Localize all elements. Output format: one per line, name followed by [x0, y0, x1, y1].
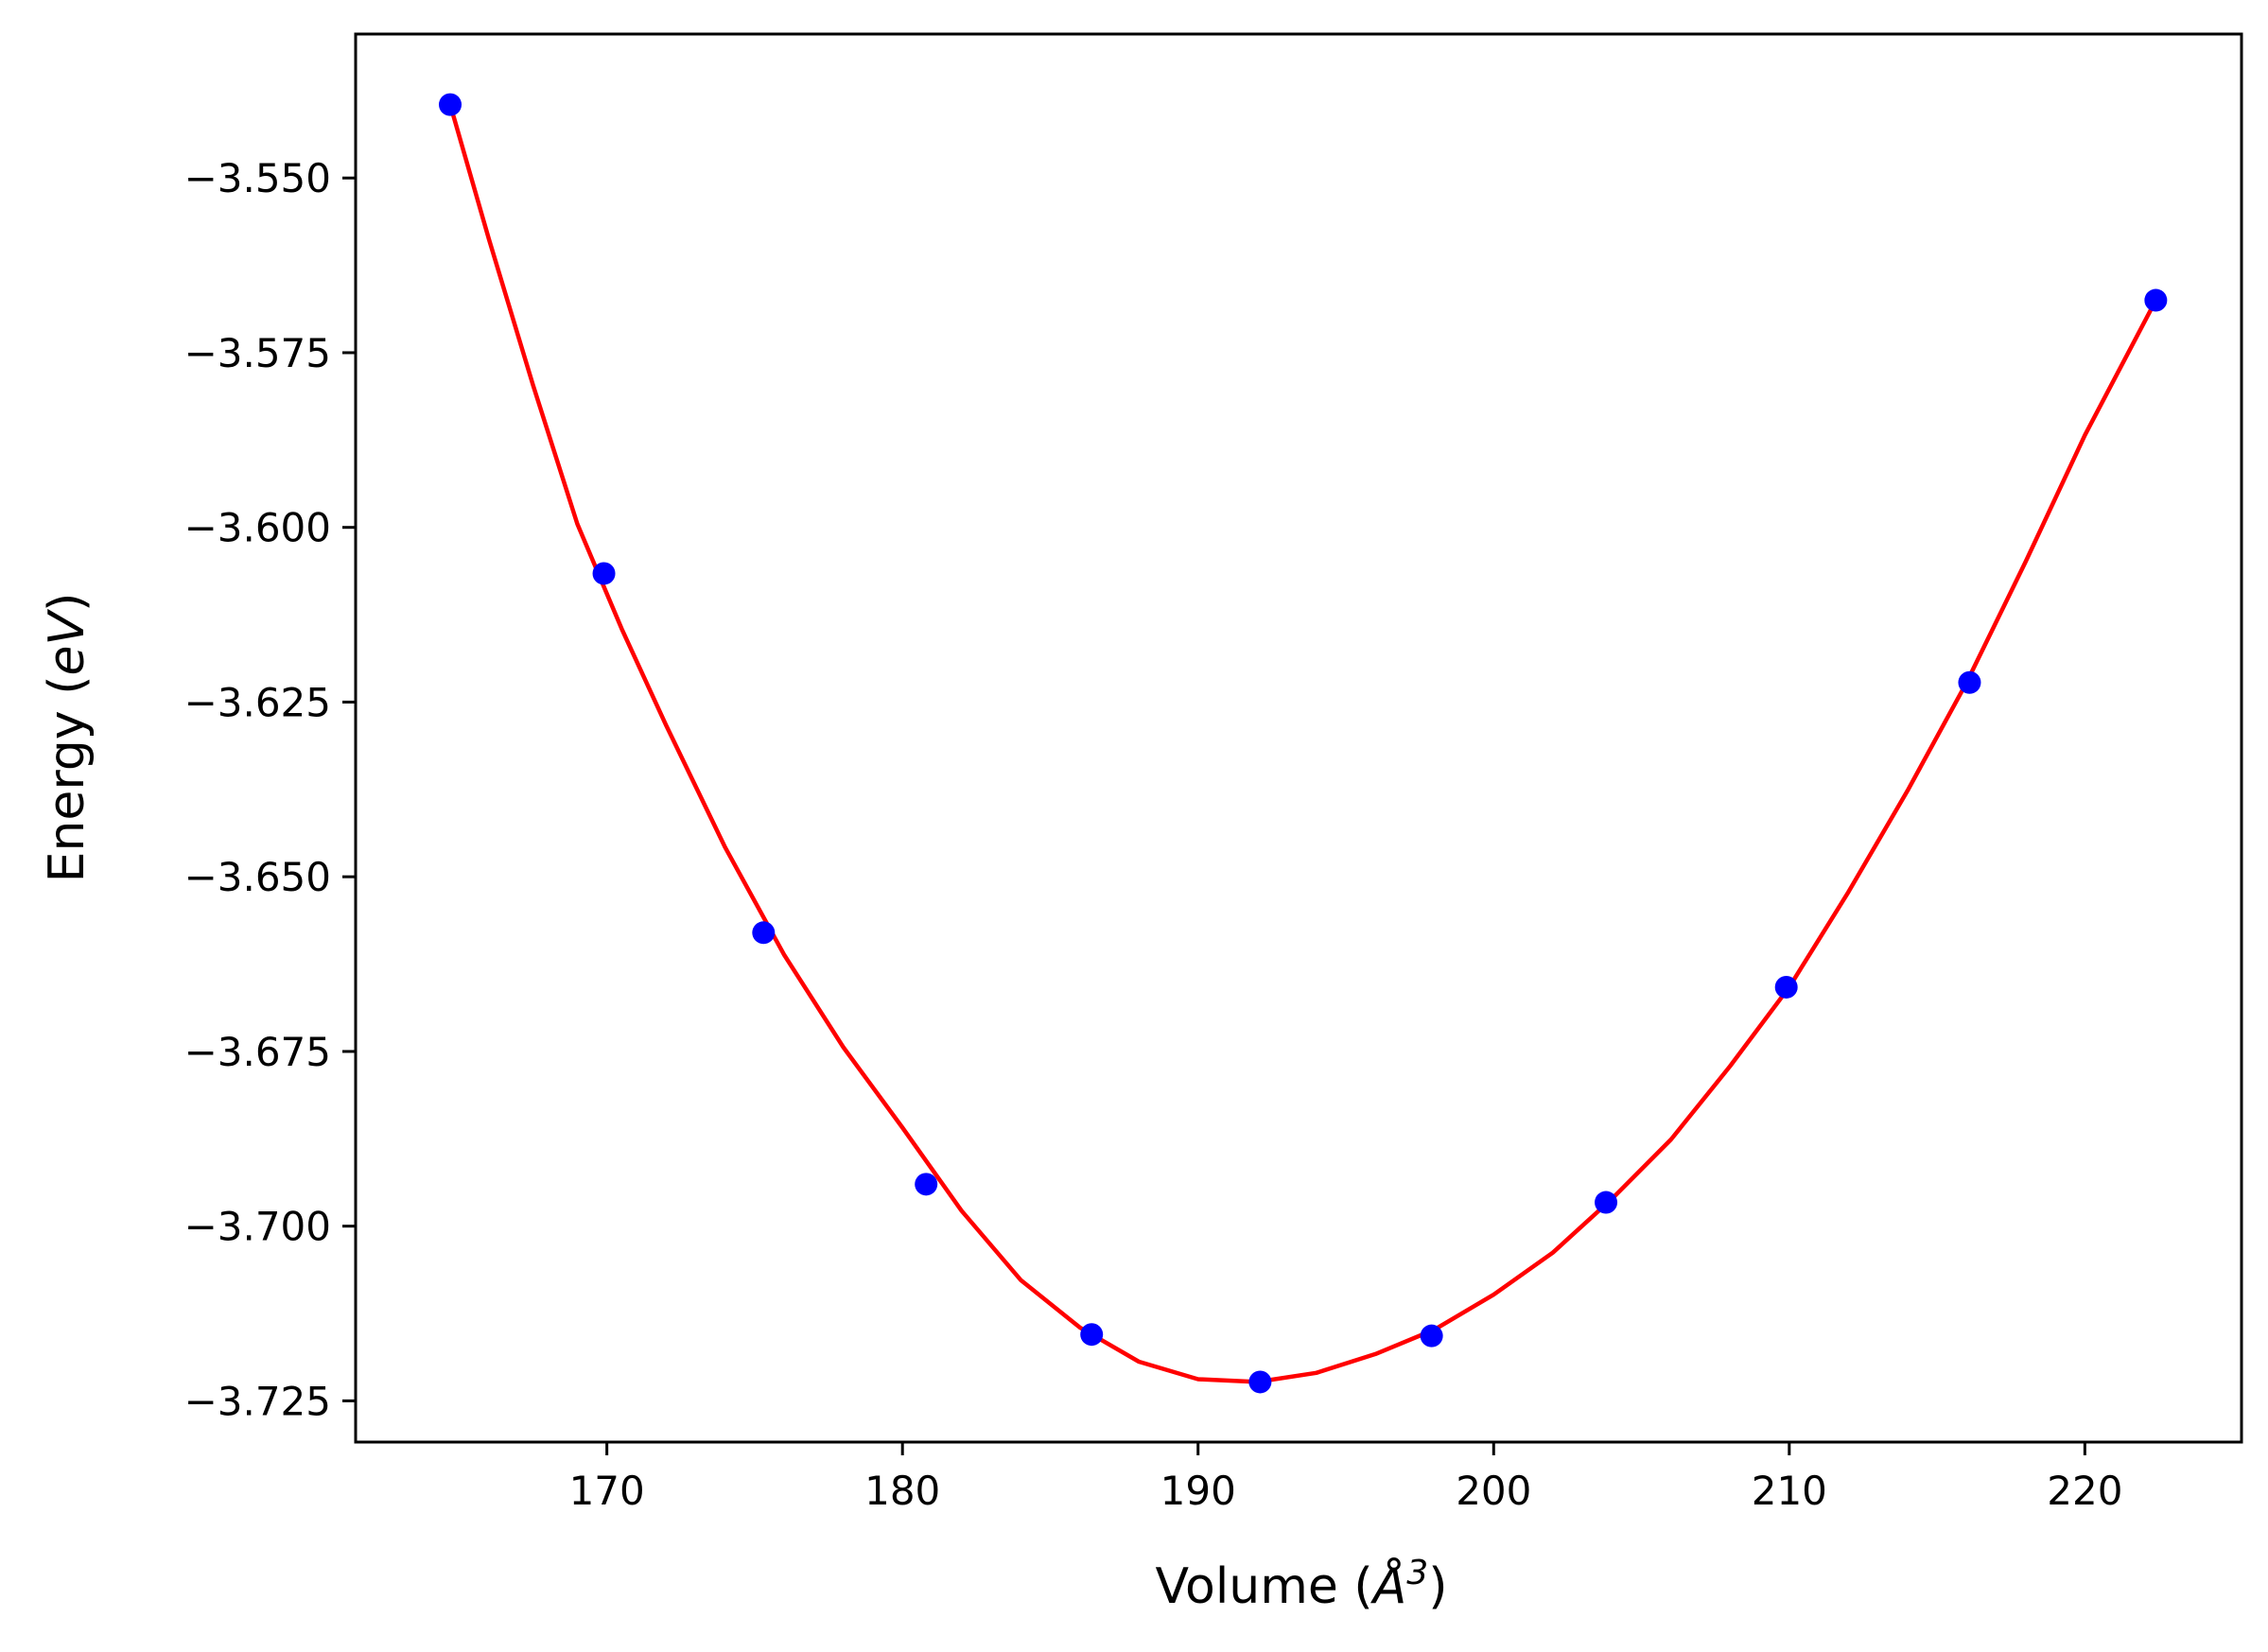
- data-point: [1248, 1370, 1272, 1394]
- data-point: [1774, 975, 1798, 999]
- data-point: [1420, 1324, 1443, 1348]
- y-tick-label: −3.700: [184, 1204, 331, 1250]
- y-tick-label: −3.600: [184, 505, 331, 551]
- y-tick-label: −3.625: [184, 679, 331, 725]
- x-tick-label: 220: [2047, 1468, 2122, 1514]
- x-tick-label: 170: [569, 1468, 645, 1514]
- data-point: [1595, 1191, 1618, 1214]
- y-tick-label: −3.550: [184, 155, 331, 201]
- x-tick-label: 200: [1456, 1468, 1531, 1514]
- y-tick-label: −3.725: [184, 1378, 331, 1424]
- data-point: [592, 562, 616, 585]
- data-point: [1958, 670, 1981, 694]
- axes-frame: [354, 32, 2243, 1444]
- data-point: [439, 93, 462, 116]
- data-point: [752, 921, 776, 945]
- x-tick-label: 190: [1160, 1468, 1236, 1514]
- y-tick-label: −3.575: [184, 330, 331, 376]
- y-tick-label: −3.675: [184, 1029, 331, 1075]
- data-point: [2144, 288, 2168, 312]
- y-axis-label: Energy (eV): [39, 593, 96, 883]
- x-axis-label: Volume (Å3): [1156, 1554, 1448, 1616]
- x-tick-label: 180: [864, 1468, 940, 1514]
- plot-area: [439, 93, 2168, 1394]
- data-point: [915, 1173, 938, 1196]
- data-point: [1080, 1323, 1104, 1347]
- x-tick-label: 210: [1752, 1468, 1827, 1514]
- y-tick-label: −3.650: [184, 854, 331, 900]
- axis-ticks: 170 180 190 200 210 220 −3.550 −3.575 −3.600 −3.6…: [184, 155, 2123, 1514]
